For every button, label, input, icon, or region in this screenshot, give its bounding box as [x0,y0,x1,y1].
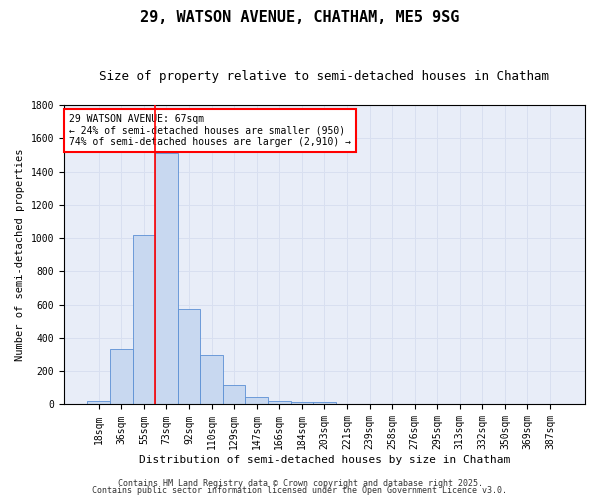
Bar [223,384,245,404]
Title: Size of property relative to semi-detached houses in Chatham: Size of property relative to semi-detach… [100,70,550,83]
Bar [290,402,313,404]
Bar [268,401,290,404]
Text: Contains HM Land Registry data © Crown copyright and database right 2025.: Contains HM Land Registry data © Crown c… [118,478,482,488]
Y-axis label: Number of semi-detached properties: Number of semi-detached properties [15,148,25,361]
Text: 29, WATSON AVENUE, CHATHAM, ME5 9SG: 29, WATSON AVENUE, CHATHAM, ME5 9SG [140,10,460,25]
Bar [155,153,178,405]
Bar [178,309,200,404]
Text: Contains public sector information licensed under the Open Government Licence v3: Contains public sector information licen… [92,486,508,495]
Bar [88,401,110,404]
X-axis label: Distribution of semi-detached houses by size in Chatham: Distribution of semi-detached houses by … [139,455,510,465]
Bar [200,354,223,405]
Bar [133,235,155,404]
Text: 29 WATSON AVENUE: 67sqm
← 24% of semi-detached houses are smaller (950)
74% of s: 29 WATSON AVENUE: 67sqm ← 24% of semi-de… [69,114,351,147]
Bar [313,402,335,404]
Bar [245,397,268,404]
Bar [110,348,133,405]
